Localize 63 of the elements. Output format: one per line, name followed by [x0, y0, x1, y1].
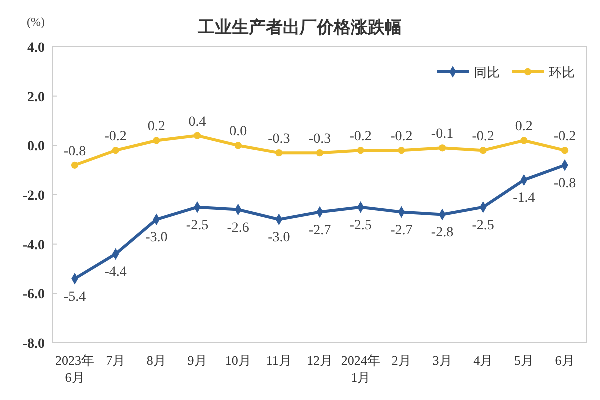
data-label: -0.3 [268, 132, 290, 148]
y-tick-label: 0.0 [28, 140, 45, 155]
data-label: -1.4 [513, 191, 536, 206]
x-tick-label: 8月 [146, 353, 166, 368]
y-tick-label: -2.0 [22, 189, 45, 204]
data-label: -2.5 [350, 218, 372, 234]
data-label: -2.5 [472, 218, 494, 234]
x-tick-label: 11月 [266, 353, 292, 368]
data-label: -4.4 [104, 265, 127, 280]
point [112, 147, 120, 154]
legend-label: 同比 [474, 65, 500, 80]
data-label: -2.7 [390, 223, 413, 238]
x-tick-label: 2024年 1月 [341, 353, 380, 385]
x-tick-label: 2023年 6月 [56, 353, 94, 385]
point [561, 147, 569, 154]
point [234, 142, 242, 150]
data-label: -0.1 [431, 127, 454, 142]
y-tick-label: 4.0 [28, 41, 45, 56]
data-label: -0.2 [350, 130, 372, 145]
data-label: 0.2 [148, 120, 166, 135]
y-axis-title: (%) [27, 15, 45, 29]
y-tick-label: 2.0 [28, 90, 45, 106]
point [153, 137, 160, 144]
data-label: -5.4 [64, 290, 86, 305]
data-label: -0.8 [554, 176, 576, 192]
point [71, 162, 79, 169]
data-label: -3.0 [268, 230, 290, 246]
y-tick-label: -8.0 [22, 337, 45, 352]
point [438, 144, 446, 152]
data-label: -0.2 [104, 130, 127, 145]
point [316, 150, 324, 157]
data-label: -3.0 [146, 230, 168, 246]
x-tick-label: 5月 [514, 353, 534, 368]
point [194, 132, 202, 140]
point [357, 147, 364, 154]
x-tick-label: 6月 [555, 353, 575, 368]
data-label: -2.6 [227, 220, 250, 236]
data-label: -0.2 [554, 130, 576, 145]
x-tick-label: 4月 [474, 353, 494, 368]
data-label: -2.8 [431, 226, 454, 241]
data-label: 0.4 [188, 114, 206, 130]
point [276, 150, 283, 157]
data-label: 0.0 [230, 124, 248, 140]
data-label: -2.7 [308, 223, 332, 238]
x-tick-label: 12月 [307, 353, 333, 368]
y-tick-label: -6.0 [22, 288, 45, 303]
x-tick-label: 3月 [432, 353, 452, 368]
data-label: -0.2 [390, 130, 413, 145]
legend-label: 环比 [549, 65, 575, 80]
x-tick-label: 10月 [225, 353, 252, 368]
data-label: -0.3 [308, 132, 332, 148]
x-tick-label: 2月 [392, 353, 412, 368]
chart-title: 工业生产者出厂价格涨跌幅 [197, 18, 402, 38]
data-label: -0.2 [472, 130, 494, 145]
data-label: 0.2 [515, 120, 533, 135]
point [398, 147, 406, 154]
y-tick-label: -4.0 [22, 238, 45, 254]
point [480, 147, 487, 154]
data-label: -0.8 [64, 144, 86, 160]
x-tick-label: 7月 [106, 353, 126, 368]
data-label: -2.5 [186, 218, 209, 234]
point [520, 137, 528, 144]
x-tick-label: 9月 [188, 353, 208, 368]
